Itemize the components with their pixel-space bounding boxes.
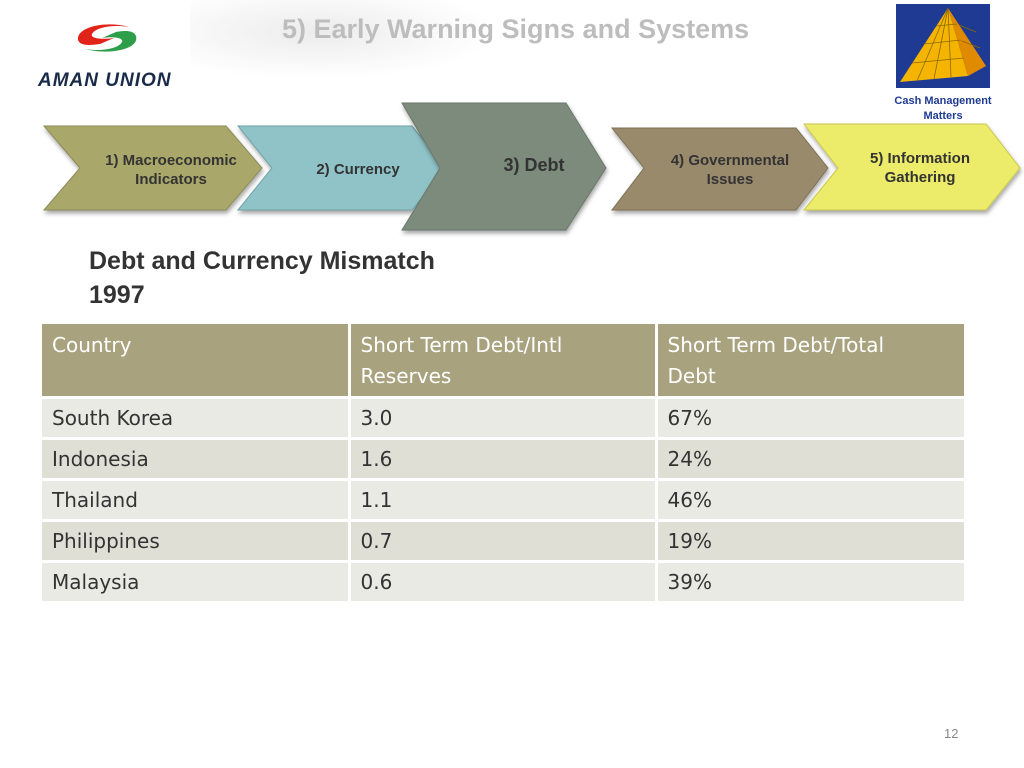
cell-country: Indonesia: [42, 438, 351, 481]
cell-country: South Korea: [42, 397, 351, 440]
cash-management-caption-line1: Cash Management: [894, 95, 992, 107]
header-country: Country: [42, 324, 351, 399]
table-row: South Korea 3.0 67%: [42, 397, 964, 440]
chevron-step-4: [610, 127, 829, 211]
table-row: Indonesia 1.6 24%: [42, 438, 964, 481]
title-background-smudge: [190, 0, 500, 80]
step-4-label: 4) Governmental Issues: [655, 151, 805, 189]
section-title-line2: 1997: [89, 281, 145, 309]
cell-country: Malaysia: [42, 561, 351, 604]
cell-debt-total: 39%: [656, 561, 964, 604]
header-debt-total-line2: Debt: [667, 364, 716, 388]
cell-country: Thailand: [42, 479, 351, 522]
cell-debt-total: 67%: [656, 397, 964, 440]
aman-union-logo-icon: [77, 24, 137, 52]
pyramid-icon: [896, 4, 990, 88]
cell-country: Philippines: [42, 520, 351, 563]
header-country-line1: Country: [52, 333, 132, 357]
page-number: 12: [944, 726, 959, 741]
debt-mismatch-table: Country Short Term Debt/Intl Reserves Sh…: [42, 324, 964, 604]
cash-management-caption: Cash Management Matters: [884, 94, 1002, 124]
step-5-label-line2: Gathering: [884, 169, 956, 186]
step-5-label: 5) Information Gathering: [852, 149, 988, 187]
step-3-label-line1: 3) Debt: [503, 155, 565, 175]
table-row: Thailand 1.1 46%: [42, 479, 964, 522]
step-3-label: 3) Debt: [472, 156, 596, 175]
chevron-step-2: [236, 125, 447, 211]
company-logo-text: AMAN UNION: [38, 70, 172, 91]
chevron-step-1: [42, 125, 263, 211]
cell-debt-reserves: 1.1: [349, 479, 658, 522]
slide-title: 5) Early Warning Signs and Systems: [282, 14, 750, 44]
chevron-step-5: [802, 123, 1021, 211]
chevron-step-3: [401, 102, 607, 231]
header-debt-reserves-line2: Reserves: [360, 364, 452, 388]
section-title-line1: Debt and Currency Mismatch: [89, 247, 435, 275]
step-1-label-line1: 1) Macroeconomic: [105, 152, 237, 169]
header-debt-reserves-line1: Short Term Debt/Intl: [360, 333, 563, 357]
section-title: Debt and Currency Mismatch 1997: [89, 244, 435, 312]
step-2-label: 2) Currency: [298, 160, 418, 179]
cell-debt-total: 46%: [656, 479, 964, 522]
cash-management-caption-line2: Matters: [923, 110, 963, 122]
header-debt-reserves: Short Term Debt/Intl Reserves: [349, 324, 658, 399]
table-header-row: Country Short Term Debt/Intl Reserves Sh…: [42, 324, 964, 399]
table-row: Philippines 0.7 19%: [42, 520, 964, 563]
step-1-label-line2: Indicators: [135, 171, 207, 188]
cell-debt-reserves: 3.0: [349, 397, 658, 440]
process-chevrons: [42, 102, 1021, 231]
table-row: Malaysia 0.6 39%: [42, 561, 964, 604]
step-5-label-line1: 5) Information: [870, 150, 970, 167]
cell-debt-total: 19%: [656, 520, 964, 563]
cell-debt-reserves: 1.6: [349, 438, 658, 481]
step-4-label-line1: 4) Governmental: [670, 152, 790, 169]
cell-debt-total: 24%: [656, 438, 964, 481]
step-1-label: 1) Macroeconomic Indicators: [92, 151, 250, 189]
step-4-label-line2: Issues: [706, 171, 754, 188]
step-2-label-line1: 2) Currency: [316, 161, 400, 178]
header-debt-total: Short Term Debt/Total Debt: [656, 324, 964, 399]
cell-debt-reserves: 0.6: [349, 561, 658, 604]
cell-debt-reserves: 0.7: [349, 520, 658, 563]
header-debt-total-line1: Short Term Debt/Total: [667, 333, 885, 357]
